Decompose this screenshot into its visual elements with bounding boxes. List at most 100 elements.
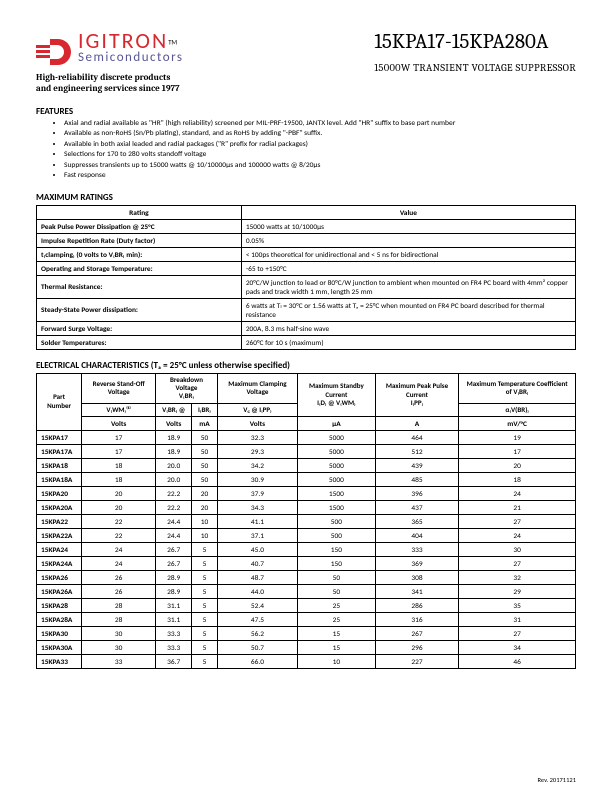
value-cell: 25 bbox=[298, 613, 376, 627]
value-cell: 18.9 bbox=[156, 445, 192, 459]
value-cell: 50 bbox=[192, 473, 218, 487]
value-cell: 437 bbox=[375, 501, 459, 515]
tagline: High-reliability discrete products and e… bbox=[36, 73, 184, 96]
col-alpha-sub: α₍V(BR)₎ bbox=[459, 403, 576, 416]
value-cell: 19 bbox=[459, 431, 576, 445]
col-vwm-sub: V₍WM₎⁽¹⁾ bbox=[82, 403, 156, 416]
revision-label: Rev. 20171121 bbox=[538, 776, 577, 784]
table-row: Impulse Repetition Rate (Duty factor)0.0… bbox=[37, 233, 576, 247]
value-cell: 24.4 bbox=[156, 515, 192, 529]
part-number-cell: 15KPA22 bbox=[37, 515, 82, 529]
part-number-cell: 15KPA30 bbox=[37, 627, 82, 641]
rating-label: Steady-State Power dissipation: bbox=[37, 298, 242, 321]
value-cell: 20 bbox=[192, 501, 218, 515]
value-cell: 10 bbox=[192, 515, 218, 529]
table-row: Solder Temperatures:260°C for 10 s (maxi… bbox=[37, 335, 576, 349]
feature-item: Selections for 170 to 280 volts standoff… bbox=[64, 150, 576, 161]
value-cell: 34 bbox=[459, 641, 576, 655]
value-cell: 50.7 bbox=[217, 641, 297, 655]
value-cell: 50 bbox=[298, 571, 376, 585]
value-cell: 18 bbox=[82, 459, 156, 473]
value-cell: 20.0 bbox=[156, 459, 192, 473]
value-cell: 35 bbox=[459, 599, 576, 613]
table-row: 15KPA28A2831.1547.52531631 bbox=[37, 613, 576, 627]
col-alpha-top: Maximum Temperature Coefficient of V₍BR₎ bbox=[459, 373, 576, 403]
value-cell: 5 bbox=[192, 557, 218, 571]
value-cell: 500 bbox=[298, 529, 376, 543]
rating-label: Solder Temperatures: bbox=[37, 335, 242, 349]
value-cell: 31.1 bbox=[156, 599, 192, 613]
table-row: 15KPA17A1718.95029.3500051217 bbox=[37, 445, 576, 459]
value-cell: 17 bbox=[82, 445, 156, 459]
value-cell: 439 bbox=[375, 459, 459, 473]
table-row: 15KPA242426.7545.015033330 bbox=[37, 543, 576, 557]
value-cell: 18 bbox=[82, 473, 156, 487]
value-cell: 17 bbox=[459, 445, 576, 459]
value-cell: 20 bbox=[459, 459, 576, 473]
unit-vc: Volts bbox=[217, 417, 297, 431]
value-cell: 512 bbox=[375, 445, 459, 459]
part-number-cell: 15KPA26 bbox=[37, 571, 82, 585]
value-cell: 28.9 bbox=[156, 585, 192, 599]
rating-value: -65 to +150°C bbox=[241, 261, 575, 275]
rating-label: Forward Surge Voltage: bbox=[37, 321, 242, 335]
brand-sub: Semiconductors bbox=[78, 50, 184, 65]
value-cell: 66.0 bbox=[217, 655, 297, 669]
value-cell: 5 bbox=[192, 599, 218, 613]
feature-item: Fast response bbox=[64, 171, 576, 182]
value-cell: 25 bbox=[298, 599, 376, 613]
value-cell: 26.7 bbox=[156, 543, 192, 557]
value-cell: 464 bbox=[375, 431, 459, 445]
logo-block: IGITRONTM Semiconductors High-reliabilit… bbox=[36, 30, 184, 96]
table-row: Forward Surge Voltage:200A, 8.3 ms half-… bbox=[37, 321, 576, 335]
table-row: 15KPA22A2224.41037.150040424 bbox=[37, 529, 576, 543]
value-cell: 24.4 bbox=[156, 529, 192, 543]
value-cell: 18.9 bbox=[156, 431, 192, 445]
rating-value: 20°C/W junction to lead or 80°C/W juncti… bbox=[241, 275, 575, 298]
value-cell: 30 bbox=[82, 641, 156, 655]
value-cell: 5000 bbox=[298, 459, 376, 473]
table-row: t₍clamping₎ (0 volts to V₍BR₎ min):< 100… bbox=[37, 247, 576, 261]
value-cell: 5 bbox=[192, 571, 218, 585]
part-number-cell: 15KPA20A bbox=[37, 501, 82, 515]
table-row: 15KPA26A2628.9544.05034129 bbox=[37, 585, 576, 599]
col-value: Value bbox=[241, 205, 575, 219]
value-cell: 20.0 bbox=[156, 473, 192, 487]
value-cell: 30 bbox=[459, 543, 576, 557]
rating-value: 200A, 8.3 ms half-sine wave bbox=[241, 321, 575, 335]
value-cell: 1500 bbox=[298, 501, 376, 515]
value-cell: 267 bbox=[375, 627, 459, 641]
rating-value: < 100ps theoretical for unidirectional a… bbox=[241, 247, 575, 261]
value-cell: 33 bbox=[82, 655, 156, 669]
table-row: 15KPA202022.22037.9150039624 bbox=[37, 487, 576, 501]
value-cell: 5 bbox=[192, 627, 218, 641]
value-cell: 26.7 bbox=[156, 557, 192, 571]
value-cell: 28.9 bbox=[156, 571, 192, 585]
unit-vwm: Volts bbox=[82, 417, 156, 431]
part-number-cell: 15KPA33 bbox=[37, 655, 82, 669]
value-cell: 40.7 bbox=[217, 557, 297, 571]
value-cell: 36.7 bbox=[156, 655, 192, 669]
unit-vbr: Volts bbox=[156, 417, 192, 431]
value-cell: 31.1 bbox=[156, 613, 192, 627]
value-cell: 48.7 bbox=[217, 571, 297, 585]
max-ratings-table: Rating Value Peak Pulse Power Dissipatio… bbox=[36, 205, 576, 350]
part-number-cell: 15KPA18 bbox=[37, 459, 82, 473]
table-row: Peak Pulse Power Dissipation @ 25°C15000… bbox=[37, 219, 576, 233]
rating-label: Operating and Storage Temperature: bbox=[37, 261, 242, 275]
value-cell: 24 bbox=[82, 543, 156, 557]
value-cell: 341 bbox=[375, 585, 459, 599]
value-cell: 286 bbox=[375, 599, 459, 613]
value-cell: 404 bbox=[375, 529, 459, 543]
doc-subtitle: 15000W TRANSIENT VOLTAGE SUPPRESSOR bbox=[374, 62, 576, 74]
value-cell: 20 bbox=[82, 501, 156, 515]
value-cell: 5 bbox=[192, 655, 218, 669]
col-rating: Rating bbox=[37, 205, 242, 219]
value-cell: 316 bbox=[375, 613, 459, 627]
value-cell: 37.9 bbox=[217, 487, 297, 501]
value-cell: 44.0 bbox=[217, 585, 297, 599]
brand-logo-icon bbox=[36, 35, 74, 65]
table-row: 15KPA20A2022.22034.3150043721 bbox=[37, 501, 576, 515]
value-cell: 24 bbox=[459, 487, 576, 501]
value-cell: 26 bbox=[82, 571, 156, 585]
